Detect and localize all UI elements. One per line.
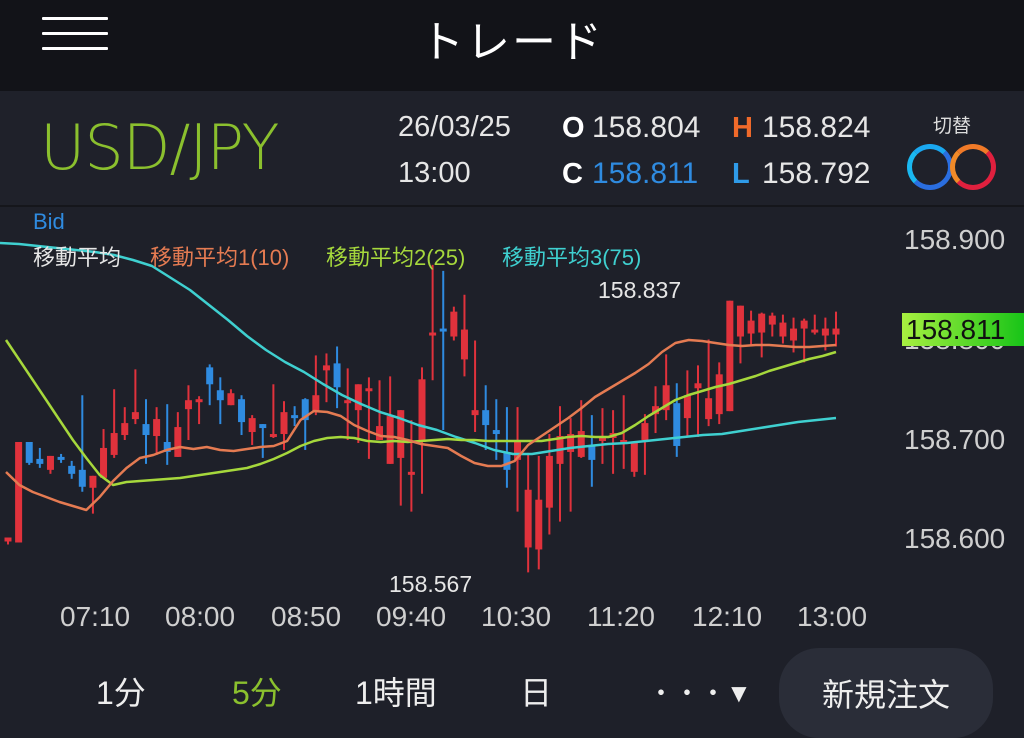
close-value: 158.811 (592, 157, 699, 190)
x-tick: 13:00 (797, 601, 868, 632)
current-price-tag: 158.811 (902, 313, 1024, 346)
timeframe-more-dropdown[interactable]: ・・・▼ (648, 678, 752, 708)
x-tick: 08:50 (271, 601, 342, 632)
hamburger-menu-icon[interactable] (42, 17, 108, 51)
high-value: 158.824 (762, 111, 871, 144)
x-tick: 07:10 (60, 601, 131, 632)
y-tick: 158.900 (904, 224, 1006, 255)
candlestick-chart[interactable] (0, 207, 1024, 647)
timeframe-1min[interactable]: 1分 (96, 675, 146, 711)
timeframe-1hour[interactable]: 1時間 (355, 675, 437, 711)
y-tick: 158.600 (904, 523, 1006, 554)
quote-bar: USD/JPY 26/03/25 13:00 O 158.804 H 158.8… (0, 91, 1024, 207)
open-value: 158.804 (592, 111, 701, 144)
toggle-rings-icon (900, 144, 1004, 190)
currency-pair[interactable]: USD/JPY (40, 111, 280, 184)
quote-time: 13:00 (398, 157, 471, 189)
high-label: H (732, 112, 753, 144)
top-bar: トレード (0, 0, 1024, 91)
timeframe-5min[interactable]: 5分 (232, 675, 282, 711)
x-tick: 09:40 (376, 601, 447, 632)
open-label: O (562, 112, 585, 144)
legend-ma1: 移動平均1(10) (150, 245, 290, 270)
x-tick: 11:20 (587, 601, 655, 632)
legend-ma3: 移動平均3(75) (502, 245, 642, 270)
new-order-label: 新規注文 (821, 677, 950, 713)
low-label: L (732, 158, 750, 190)
quote-date: 26/03/25 (398, 111, 511, 143)
page-title: トレード (420, 17, 604, 68)
series-label-bid: Bid (33, 209, 65, 234)
x-tick: 12:10 (692, 601, 763, 632)
low-value: 158.792 (762, 157, 871, 190)
y-tick: 158.700 (904, 424, 1006, 455)
high-annotation: 158.837 (598, 277, 682, 303)
new-order-button[interactable]: 新規注文 (779, 648, 993, 738)
timeframe-day[interactable]: 日 (520, 675, 553, 711)
close-label: C (562, 158, 583, 190)
switch-button[interactable]: 切替 (900, 111, 1004, 190)
x-tick: 10:30 (481, 601, 552, 632)
x-tick: 08:00 (165, 601, 236, 632)
legend-ma2: 移動平均2(25) (326, 245, 466, 270)
switch-label: 切替 (932, 116, 971, 137)
low-annotation: 158.567 (389, 571, 473, 597)
legend-ma: 移動平均 (33, 245, 122, 270)
